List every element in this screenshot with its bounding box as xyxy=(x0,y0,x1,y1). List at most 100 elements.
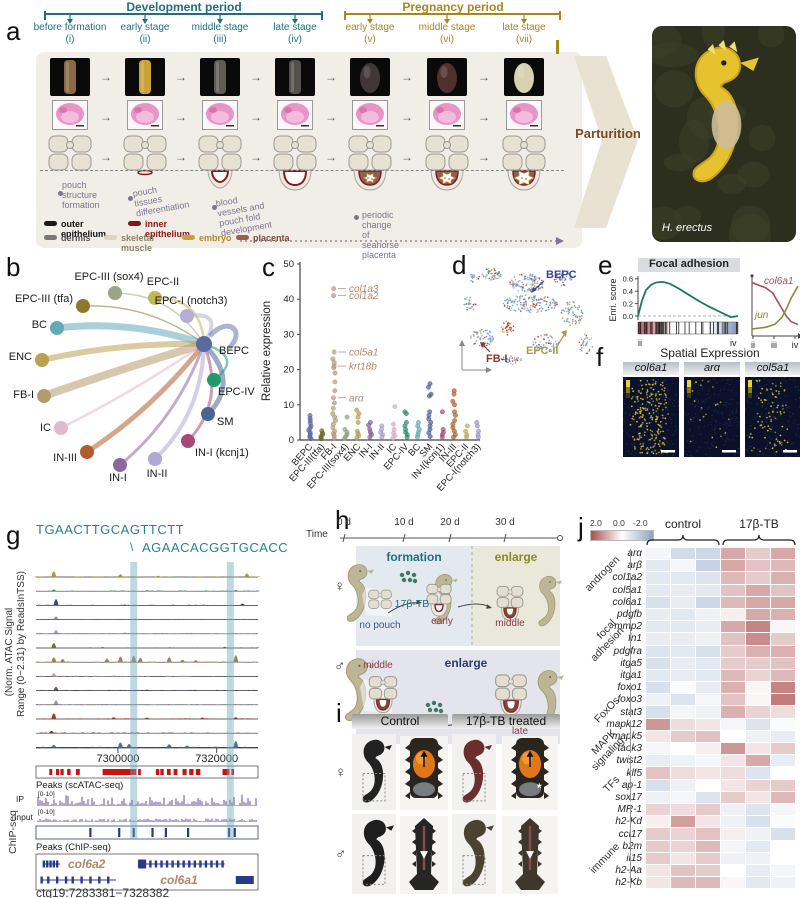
flow-arrow: → xyxy=(401,110,413,124)
svg-text:EPC-III (sox4): EPC-III (sox4) xyxy=(74,271,143,283)
stage-cross-section xyxy=(273,135,317,191)
scale-mark xyxy=(556,40,559,54)
time-axis-label: Time xyxy=(306,529,328,540)
heatmap-cell xyxy=(671,548,695,560)
heatmap-cell xyxy=(721,803,745,816)
stage-cross-section xyxy=(348,135,392,191)
stage-cross-section xyxy=(198,135,242,189)
heatmap-cell xyxy=(646,621,670,633)
svg-text:col1a2: col1a2 xyxy=(349,291,379,302)
heatmap-cell xyxy=(696,682,720,694)
flow-arrow: → xyxy=(478,70,490,84)
svg-text:7300000: 7300000 xyxy=(97,753,140,765)
heatmap-cell xyxy=(671,608,695,621)
stage-name: late stage xyxy=(273,22,317,33)
heatmap-cell xyxy=(696,621,720,633)
legend-label: inner epithelium xyxy=(145,219,191,239)
stage-name: middle stage xyxy=(418,22,476,33)
heatmap-cell xyxy=(771,633,795,645)
heatmap-cell xyxy=(721,779,745,791)
heatmap-row-label: mapk12 xyxy=(606,718,642,730)
svg-text:ii: ii xyxy=(638,338,642,348)
heatmap-cell xyxy=(721,572,745,584)
svg-text:SM: SM xyxy=(217,416,234,428)
heatmap-cell xyxy=(696,706,720,718)
stage-cross-section xyxy=(48,135,92,171)
heatmap-cell xyxy=(771,596,795,608)
heatmap-row-label: arα xyxy=(627,548,642,559)
heatmap-cell xyxy=(646,828,670,840)
heatmap-cell xyxy=(746,877,770,889)
spatial-panel-image xyxy=(623,377,679,457)
legend-swatch xyxy=(44,221,57,226)
heatmap-cell xyxy=(746,633,770,645)
heatmap-cell xyxy=(746,730,770,742)
enlarge-bottom-label: enlarge xyxy=(444,656,488,670)
cell-interaction-network: EPC-III (sox4) EPC-II EPC-I (notch3) EPC-II… xyxy=(5,258,260,496)
heatmap-cell xyxy=(746,657,770,669)
panel-label-j: j xyxy=(578,512,584,542)
heatmap-cell xyxy=(746,743,770,755)
heatmap-cell xyxy=(746,560,770,572)
svg-text:IN-II: IN-II xyxy=(147,468,168,480)
heatmap-cell xyxy=(671,706,695,718)
heatmap-row-label: h2-Kb xyxy=(615,877,642,889)
heatmap-cell xyxy=(746,645,770,657)
pouch-closeup: * xyxy=(502,736,558,810)
heatmap-cell xyxy=(671,852,695,864)
heatmap-cell xyxy=(671,621,695,633)
pouch-closeup xyxy=(502,816,558,894)
flow-arrow: → xyxy=(100,150,112,164)
panel-label-i: i xyxy=(336,698,342,728)
heatmap-row-label: col6a1 xyxy=(612,596,642,608)
stage-photo xyxy=(50,58,90,96)
heatmap-row-label: h2-Kd xyxy=(615,816,642,828)
heatmap-cell xyxy=(696,608,720,621)
heatmap-cell xyxy=(721,596,745,608)
seahorse-photo-full xyxy=(452,814,496,894)
svg-text:Peaks (ChIP-seq): Peaks (ChIP-seq) xyxy=(36,842,111,853)
middle-stage-bottom-label: middle xyxy=(363,660,393,671)
spatial-panel-label: arα xyxy=(684,362,740,375)
heatmap-cell xyxy=(646,803,670,816)
svg-text:Input: Input xyxy=(14,812,34,822)
svg-text:0: 0 xyxy=(289,435,294,446)
svg-text:EPC-IV: EPC-IV xyxy=(218,386,255,398)
control-header: Control xyxy=(352,714,448,729)
panel-label-g: g xyxy=(6,520,21,550)
pouch-closeup xyxy=(400,736,448,810)
heatmap-cell xyxy=(771,828,795,840)
stage-photo xyxy=(275,58,315,96)
legend-swatch xyxy=(44,235,57,240)
heatmap-row-label: taok3 xyxy=(588,743,642,755)
umap-plot: BEPC FB-I EPC-II xyxy=(452,258,600,380)
heatmap-cell xyxy=(646,767,670,779)
heatmap-cell xyxy=(746,828,770,840)
panel-label-a: a xyxy=(6,16,21,46)
heatmap-cell xyxy=(771,560,795,572)
heatmap-cell xyxy=(646,755,670,767)
heatmap-cell xyxy=(696,852,720,864)
stage-photo xyxy=(504,58,544,96)
panel-label-f: f xyxy=(596,342,604,372)
heatmap-row-label: foxo1 xyxy=(588,682,642,694)
heatmap-cell xyxy=(646,572,670,584)
flow-arrow: → xyxy=(100,110,112,124)
heatmap-cell xyxy=(671,816,695,828)
heatmap-cell xyxy=(746,718,770,730)
heatmap-cell xyxy=(696,560,720,572)
heatmap-cell xyxy=(671,864,695,877)
stage-name: late stage xyxy=(502,22,546,33)
svg-text:EPC-II: EPC-II xyxy=(147,276,179,288)
heatmap-cell xyxy=(721,816,745,828)
heatmap-cell xyxy=(746,816,770,828)
heatmap-cell xyxy=(646,633,670,645)
gsea-title: Focal adhesion xyxy=(638,258,740,272)
heatmap-cell xyxy=(721,828,745,840)
stage-numeral: (i) xyxy=(65,34,75,45)
heatmap-row-label: b2m xyxy=(622,840,642,852)
flow-arrow: → xyxy=(175,150,187,164)
panel-label-e: e xyxy=(598,250,613,280)
stage-numeral: (ii) xyxy=(139,34,151,45)
time-tick-label: 0 d xyxy=(337,517,351,528)
